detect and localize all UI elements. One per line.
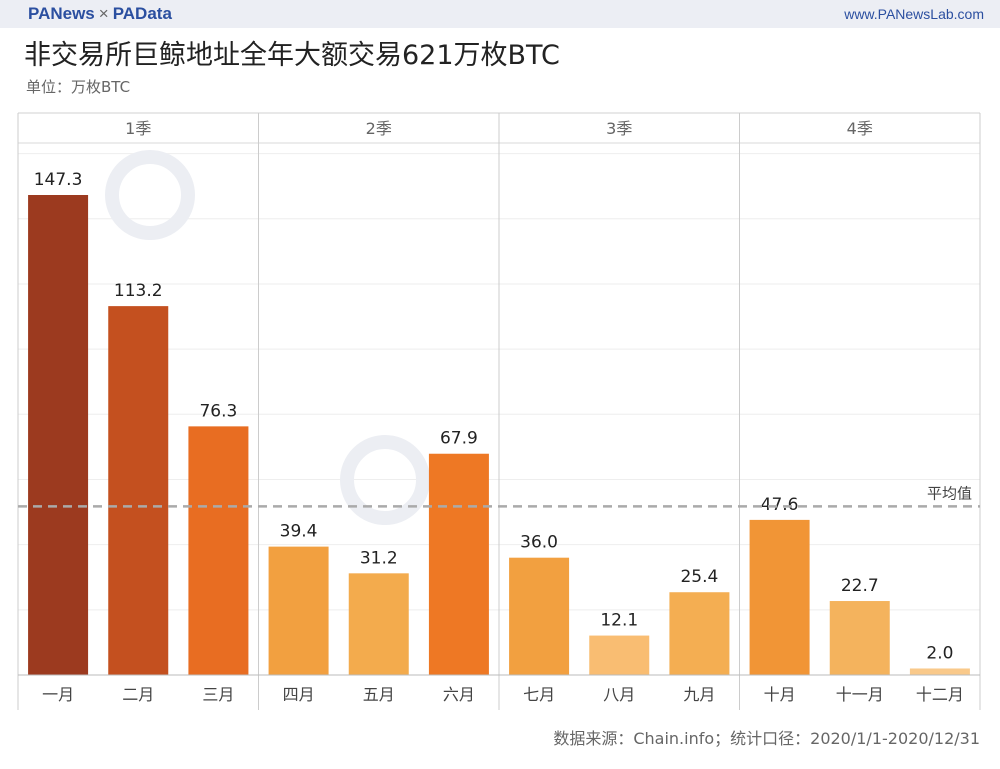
bar-五月 <box>348 573 409 675</box>
panews-logo: PANews <box>28 4 95 23</box>
data-label: 25.4 <box>680 567 718 587</box>
month-label: 七月 <box>523 685 555 704</box>
padata-logo: PAData <box>112 4 172 23</box>
data-label: 47.6 <box>761 495 799 515</box>
quarter-label: 2季 <box>366 119 392 138</box>
bar-三月 <box>188 426 249 675</box>
month-label: 八月 <box>603 685 635 704</box>
data-label: 31.2 <box>360 548 398 568</box>
bar-九月 <box>669 592 730 675</box>
bar-六月 <box>428 453 489 675</box>
data-label: 76.3 <box>199 401 237 421</box>
brand-logos: PANews × PAData <box>28 4 172 24</box>
watermark-padata-logo <box>340 435 430 525</box>
bar-十二月 <box>909 668 970 675</box>
bar-七月 <box>509 557 570 675</box>
data-label: 67.9 <box>440 429 478 449</box>
bar-一月 <box>28 195 89 675</box>
bar-八月 <box>589 635 650 675</box>
month-label: 十二月 <box>916 685 964 704</box>
data-label: 12.1 <box>600 611 638 631</box>
data-label: 147.3 <box>34 170 83 190</box>
month-label: 一月 <box>42 685 74 704</box>
month-label: 十月 <box>764 685 796 704</box>
data-label: 22.7 <box>841 576 879 596</box>
data-label: 113.2 <box>114 281 163 301</box>
bar-四月 <box>268 546 329 675</box>
month-label: 九月 <box>683 685 715 704</box>
bar-十月 <box>749 519 810 675</box>
chart-title: 非交易所巨鲸地址全年大额交易621万枚BTC <box>24 40 560 71</box>
data-label: 2.0 <box>926 643 953 663</box>
unit-label: 单位：万枚BTC <box>26 78 131 96</box>
top-bar: PANews × PAData www.PANewsLab.com <box>0 0 1000 28</box>
month-label: 三月 <box>202 685 234 704</box>
quarter-label: 3季 <box>606 119 632 138</box>
separator: × <box>98 4 109 23</box>
data-label: 39.4 <box>280 522 318 542</box>
quarter-label: 4季 <box>847 119 873 138</box>
month-label: 六月 <box>443 685 475 704</box>
quarter-label: 1季 <box>125 119 151 138</box>
source-note: 数据来源：Chain.info；统计口径：2020/1/1-2020/12/31 <box>553 729 980 748</box>
bar-十一月 <box>829 601 890 675</box>
data-label: 36.0 <box>520 533 558 553</box>
month-label: 二月 <box>122 685 154 704</box>
month-label: 十一月 <box>836 685 884 704</box>
site-url: www.PANewsLab.com <box>844 6 984 22</box>
average-label: 平均值 <box>927 484 972 502</box>
watermark-panews-logo <box>105 150 195 240</box>
month-label: 五月 <box>363 685 395 704</box>
bar-二月 <box>108 306 169 675</box>
month-label: 四月 <box>283 685 315 704</box>
